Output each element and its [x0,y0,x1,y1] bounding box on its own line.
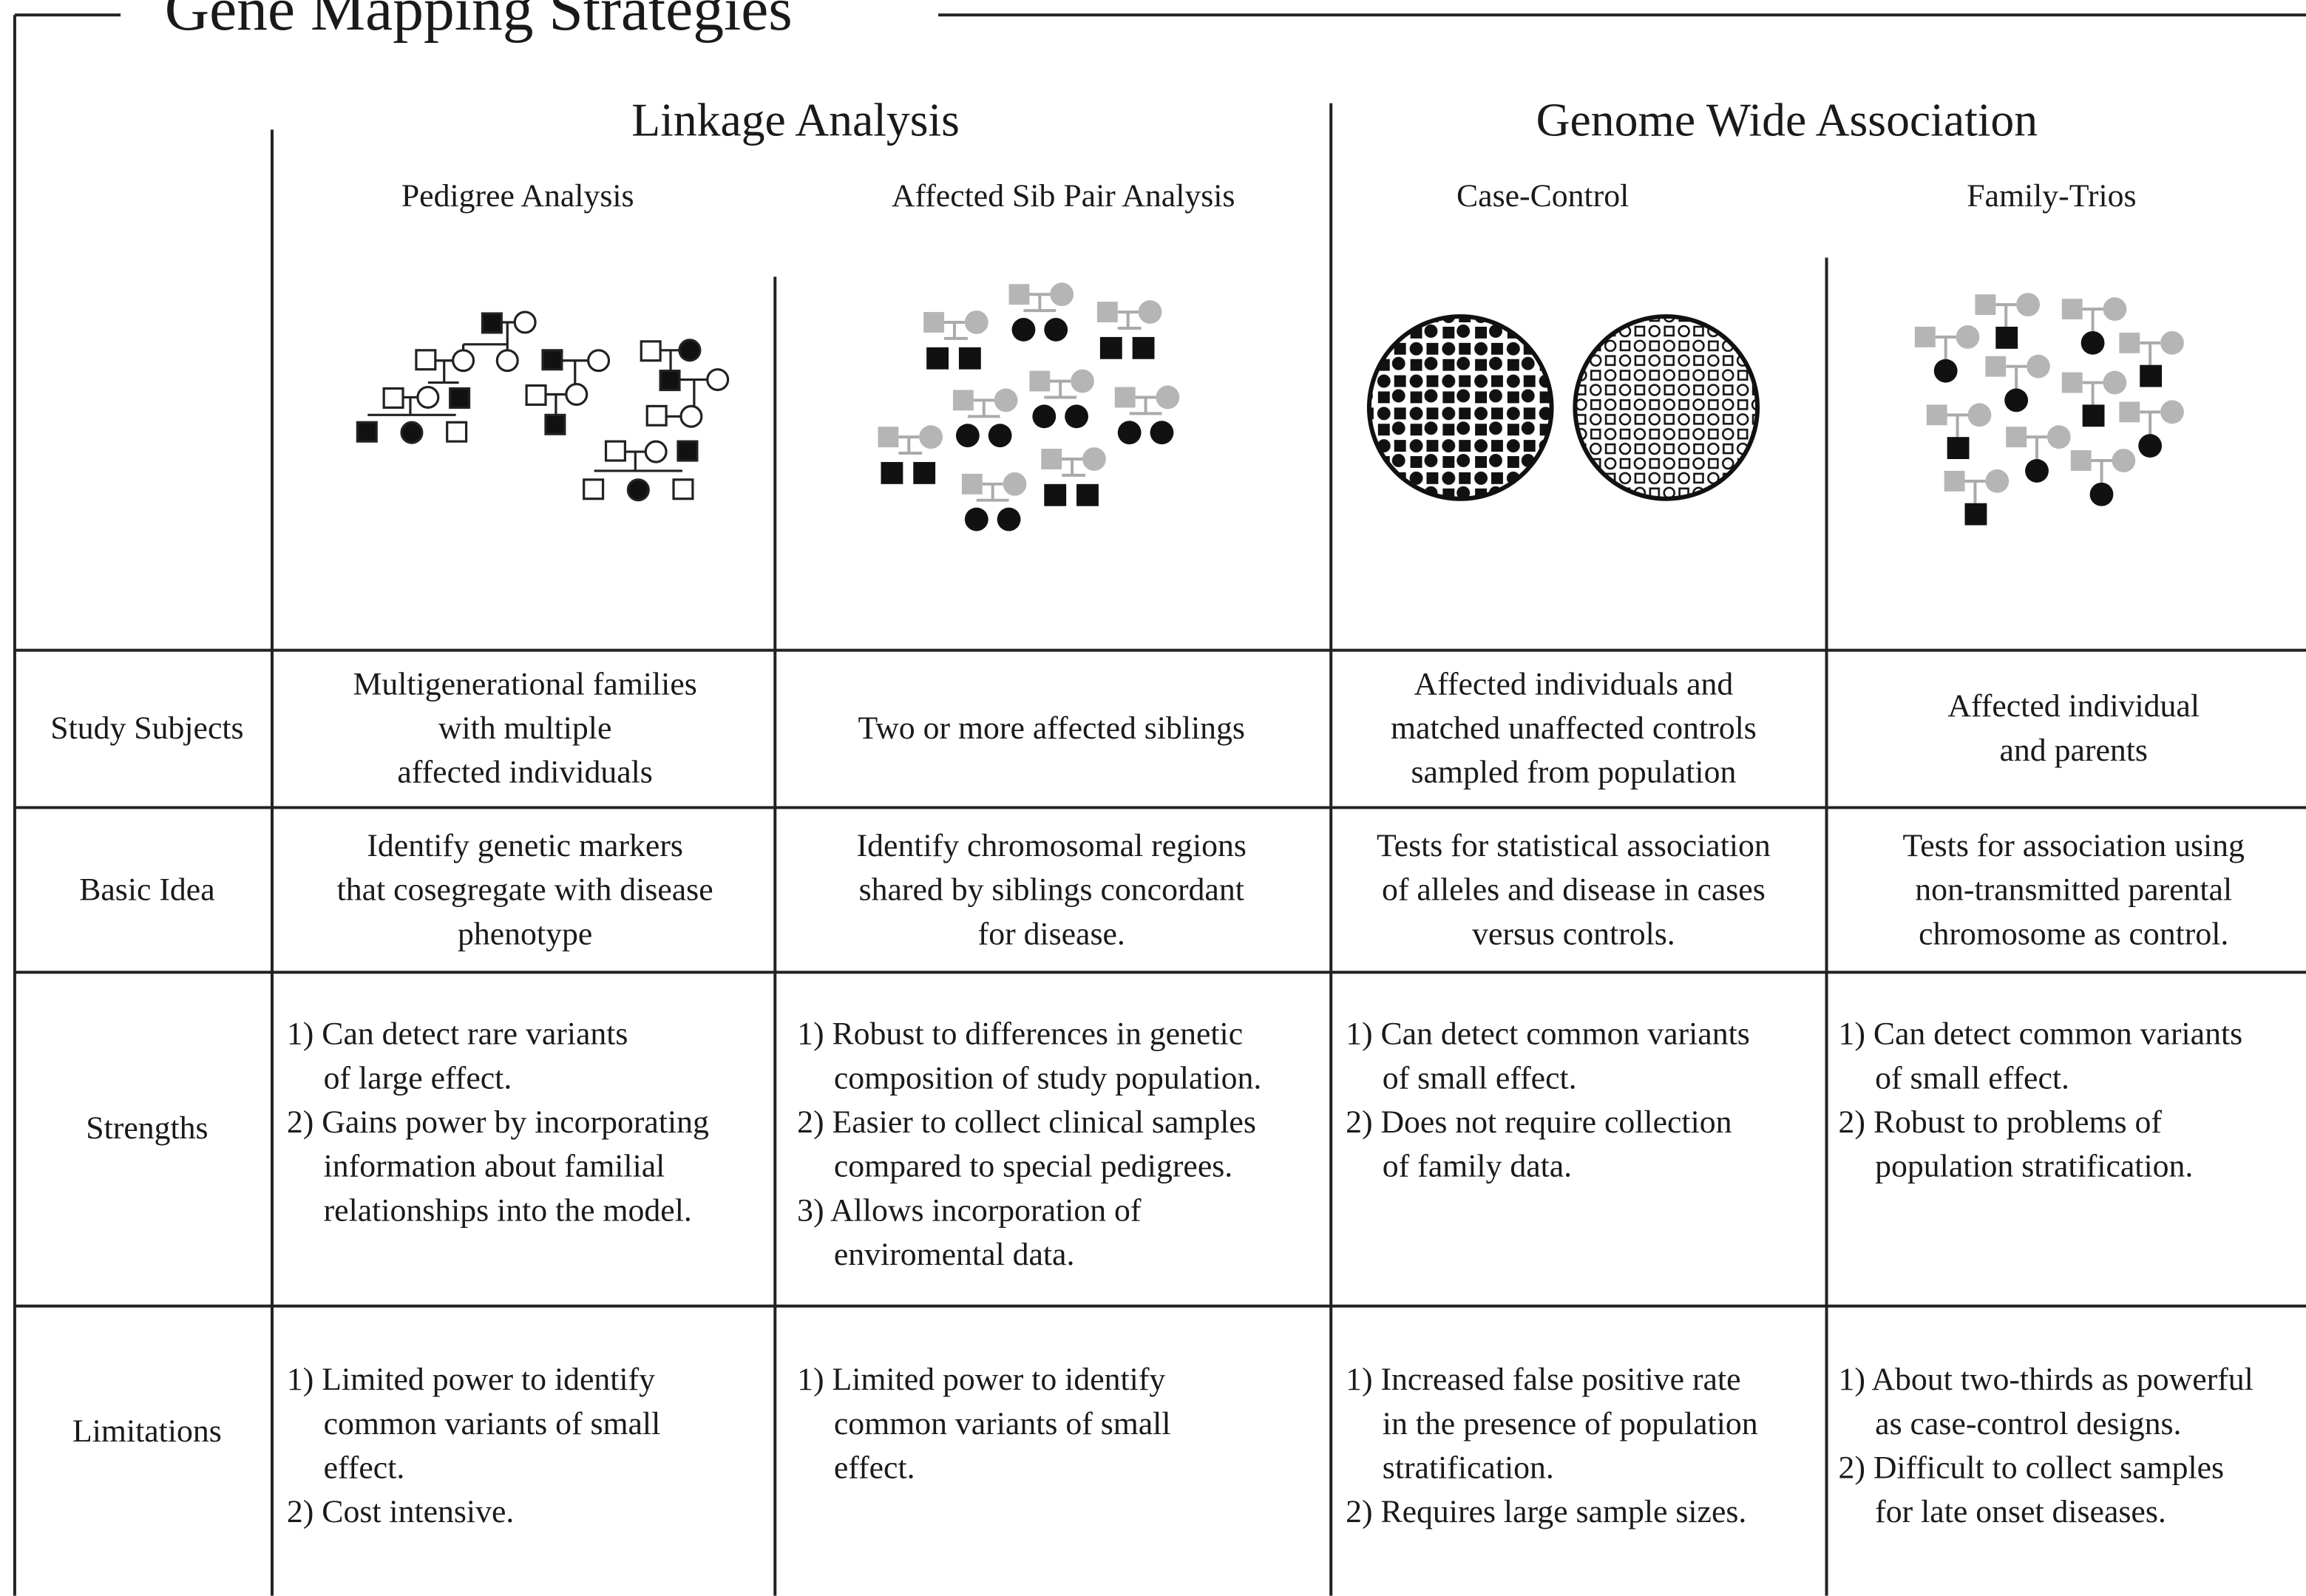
cell-text: for disease. [978,916,1125,951]
cell-text: Affected individual [1947,688,2200,724]
cell-text: effect. [834,1450,915,1485]
column-title: Affected Sib Pair Analysis [892,178,1235,214]
cell-text: 1) Can detect common variants [1838,1016,2242,1052]
cell-text: 1) Can detect common variants [1346,1016,1750,1052]
cell-text: matched unaffected controls [1391,710,1757,746]
cell-text: 1) Limited power to identify [797,1362,1165,1397]
cell-text: of family data. [1383,1149,1572,1184]
table-body: Study Subjects Multigenerational families… [50,666,2254,1529]
cell-text: common variants of small [324,1406,661,1442]
cell-text: information about familial [324,1149,665,1184]
cell-text: non-transmitted parental [1915,872,2232,908]
cell-text: Multigenerational families [353,666,696,702]
cell-text: stratification. [1383,1450,1554,1485]
column-title: Case-Control [1456,178,1629,214]
cell-text: of small effect. [1875,1060,2069,1096]
cell-text: that cosegregate with disease [337,872,713,908]
trios-illustration [1913,291,2185,527]
cell-text: chromosome as control. [1919,916,2228,951]
cell-text: composition of study population. [834,1060,1261,1096]
cell-text: 1) About two-thirds as powerful [1838,1362,2253,1397]
cell-text: as case-control designs. [1875,1406,2181,1442]
cell-text: in the presence of population [1383,1406,1758,1442]
cell-text: of small effect. [1383,1060,1577,1096]
column-title: Pedigree Analysis [401,178,634,214]
cell-text: 1) Robust to differences in genetic [797,1016,1243,1052]
cell-text: 2) Requires large sample sizes. [1346,1494,1746,1529]
cell-text: 1) Increased false positive rate [1346,1362,1740,1397]
cell-text: of large effect. [324,1060,512,1096]
frame [13,13,2306,1596]
cell-text: compared to special pedigrees. [834,1149,1232,1184]
cell-text: effect. [324,1450,405,1485]
cell-text: 2) Gains power by incorporating [287,1104,709,1140]
sib-pair-illustration [876,281,1181,533]
cell-text: affected individuals [397,755,652,790]
case-control-illustration [1366,314,1760,501]
cell-text: Tests for statistical association [1377,828,1771,863]
cell-text: versus controls. [1472,916,1675,951]
cell-text: of alleles and disease in cases [1382,872,1766,908]
row-label: Limitations [72,1413,222,1449]
cell-text: Identify genetic markers [367,828,683,863]
cell-text: Identify chromosomal regions [857,828,1247,863]
cell-text: relationships into the model. [324,1192,692,1228]
title: Gene Mapping Strategies [165,0,793,44]
cell-text: population stratification. [1875,1149,2193,1184]
cell-text: phenotype [458,916,592,951]
cell-text: 2) Difficult to collect samples [1838,1450,2224,1485]
cell-text: Two or more affected siblings [858,710,1245,746]
cell-text: and parents [1999,733,2147,768]
column-title: Family-Trios [1967,178,2136,214]
cell-text: enviromental data. [834,1237,1075,1272]
pedigree-illustration [356,310,730,502]
row-label: Basic Idea [79,872,214,908]
group-title: Linkage Analysis [631,93,960,146]
cell-text: 2) Cost intensive. [287,1494,514,1529]
cell-text: Tests for association using [1903,828,2245,863]
cell-text: common variants of small [834,1406,1171,1442]
cell-text: Affected individuals and [1414,666,1734,702]
cell-text: sampled from population [1411,755,1736,790]
row-label: Strengths [86,1110,208,1146]
row-label: Study Subjects [50,710,243,746]
cell-text: for late onset diseases. [1875,1494,2166,1529]
cell-text: 3) Allows incorporation of [797,1192,1142,1228]
cell-text: 2) Does not require collection [1346,1104,1732,1140]
cell-text: 2) Easier to collect clinical samples [797,1104,1256,1140]
cell-text: shared by siblings concordant [859,872,1244,908]
cell-text: with multiple [438,710,612,746]
cell-text: 1) Can detect rare variants [287,1016,628,1052]
group-title: Genome Wide Association [1536,93,2038,146]
cell-text: 1) Limited power to identify [287,1362,655,1397]
cell-text: 2) Robust to problems of [1838,1104,2162,1140]
